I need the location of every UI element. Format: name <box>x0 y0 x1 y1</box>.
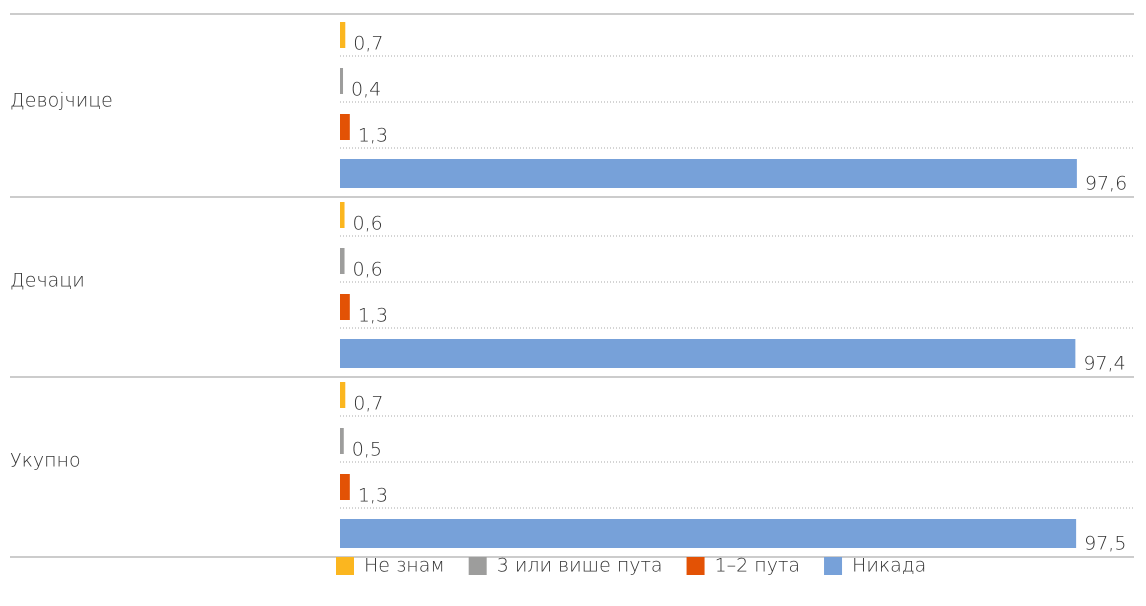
bar <box>340 519 1077 548</box>
legend-swatch <box>686 557 705 575</box>
legend-swatch <box>824 557 843 575</box>
value-label: 0,5 <box>352 439 382 461</box>
value-label: 0,7 <box>353 393 383 415</box>
bar <box>340 474 350 500</box>
bar <box>340 339 1076 368</box>
value-label: 0,7 <box>353 33 383 55</box>
value-label: 97,4 <box>1083 353 1125 375</box>
value-label: 0,6 <box>353 259 383 281</box>
value-label: 97,6 <box>1085 173 1127 195</box>
bar <box>340 114 350 140</box>
value-label: 97,5 <box>1084 533 1126 555</box>
legend-label: Не знам <box>364 555 445 577</box>
legend-label: Никада <box>852 555 926 577</box>
bar <box>340 428 344 454</box>
bar <box>340 22 346 48</box>
bar <box>340 159 1077 188</box>
legend-label: 3 или више пута <box>497 555 663 577</box>
value-label: 0,4 <box>351 79 381 101</box>
value-label: 1,3 <box>358 125 388 147</box>
category-label: Девојчице <box>10 90 113 112</box>
bar <box>340 382 346 408</box>
legend-swatch <box>468 557 487 575</box>
category-label: Дечаци <box>10 270 85 292</box>
bar <box>340 68 344 94</box>
bar <box>340 294 350 320</box>
value-label: 0,6 <box>353 213 383 235</box>
value-label: 1,3 <box>358 305 388 327</box>
legend-label: 1–2 пута <box>715 555 800 577</box>
legend-swatch <box>336 557 354 575</box>
category-label: Укупно <box>10 450 81 472</box>
value-label: 1,3 <box>358 485 388 507</box>
bar <box>340 202 345 228</box>
bar <box>340 248 345 274</box>
